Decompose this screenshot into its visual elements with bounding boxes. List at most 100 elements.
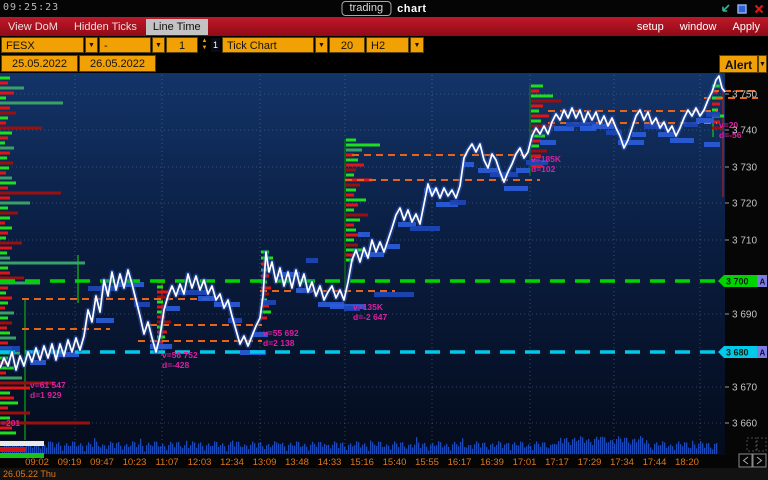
delta-label: v=61 547 — [30, 380, 66, 390]
period-input[interactable]: 1 — [166, 37, 198, 53]
delta-label: d=102 — [531, 164, 556, 174]
scroll-right-icon — [756, 456, 763, 465]
time-axis-label: 14:33 — [318, 457, 342, 468]
time-axis-label: 17:29 — [578, 457, 602, 468]
close-icon[interactable] — [753, 2, 765, 14]
delta-label: d=2 138 — [263, 338, 295, 348]
price-axis-label: 3 750 — [732, 90, 757, 101]
time-axis-label: 12:03 — [188, 457, 212, 468]
price-axis-label: 3 730 — [732, 163, 757, 174]
maximize-icon[interactable] — [736, 2, 748, 14]
session-select[interactable]: H2 — [366, 37, 409, 53]
title-bar: 09:25:23 trading chart — [0, 0, 768, 17]
time-axis-label: 15:40 — [383, 457, 407, 468]
delta-label: v=55 692 — [263, 328, 299, 338]
alert-price-tag: 3 680 — [726, 348, 749, 358]
delta-label: v=56 752 — [162, 350, 198, 360]
date-tab-1[interactable]: 25.05.2022 — [1, 55, 78, 72]
toolbar: FESX ▼ - ▼ 1 ▲ ▼ 1 Tick Chart ▼ 20 H2 ▼ — [0, 36, 768, 54]
period-badge: 1 — [211, 38, 220, 52]
price-axis-label: 3 670 — [732, 383, 757, 394]
price-axis-label: 3 710 — [732, 236, 757, 247]
menu-item-window[interactable]: window — [679, 20, 717, 33]
status-bar: 26.05.22 Thu — [0, 468, 768, 480]
chart-type-dropdown-icon[interactable]: ▼ — [315, 37, 328, 53]
scroll-right-button[interactable] — [752, 453, 767, 468]
session-dropdown-icon[interactable]: ▼ — [410, 37, 424, 53]
price-axis: 3 750 3 740 3 730 3 720 3 710 3 690 3 670 3 660 — [725, 90, 757, 430]
scroll-left-button[interactable] — [738, 453, 753, 468]
spin-down-icon[interactable]: ▼ — [201, 45, 208, 51]
clock: 09:25:23 — [3, 2, 60, 13]
time-axis-label: 12:34 — [220, 457, 244, 468]
date-tabs-row: 25.05.2022 26.05.2022 Alert ▼ — [0, 54, 768, 73]
symbol-dropdown-icon[interactable]: ▼ — [85, 37, 98, 53]
time-axis-label: 09:47 — [90, 457, 114, 468]
gridlines — [0, 75, 724, 453]
date-tab-2[interactable]: 26.05.2022 — [79, 55, 156, 72]
price-axis-label: 3 660 — [732, 419, 757, 430]
corner-bars — [0, 441, 44, 458]
menu-item-setup[interactable]: setup — [636, 20, 664, 33]
delta-label: =201 — [1, 418, 20, 428]
alert-price-tags: 3 700 A 3 680 A — [718, 275, 767, 358]
view-name: chart — [397, 2, 427, 15]
volume-profile-left — [0, 76, 90, 435]
time-axis: 09:02 09:19 09:47 10:23 11:07 12:03 12:34 13:09… — [25, 457, 699, 468]
time-axis-label: 09:02 — [25, 457, 49, 468]
tick-count-input[interactable]: 20 — [329, 37, 365, 53]
time-axis-label: 15:55 — [415, 457, 439, 468]
alert-level-lines — [0, 279, 726, 354]
price-axis-label: 3 740 — [732, 126, 757, 137]
alert-tag-letter: A — [760, 349, 766, 358]
menu-item-line-time[interactable]: Line Time — [145, 18, 208, 35]
menu-item-view-dom[interactable]: View DoM — [8, 20, 58, 33]
time-axis-label: 13:48 — [285, 457, 309, 468]
restore-icon[interactable] — [719, 2, 731, 14]
expiry-dropdown-icon[interactable]: ▼ — [152, 37, 165, 53]
time-axis-label: 09:19 — [58, 457, 82, 468]
alert-price-tag: 3 700 — [726, 277, 749, 287]
time-axis-label: 11:07 — [155, 457, 178, 468]
delta-label: v=20 — [719, 120, 738, 130]
time-axis-label: 17:34 — [610, 457, 634, 468]
time-axis-label: 16:17 — [448, 457, 472, 468]
time-axis-label: 18:20 — [675, 457, 699, 468]
chart-scroll-controls[interactable] — [738, 437, 767, 468]
price-line — [0, 73, 727, 373]
chart-background — [0, 73, 768, 468]
time-axis-label: 17:01 — [513, 457, 537, 468]
delta-label: d=1 929 — [30, 390, 62, 400]
time-axis-label: 13:09 — [253, 457, 277, 468]
volume-histogram — [2, 436, 718, 454]
session-date-label: 26.05.22 Thu — [3, 469, 56, 479]
time-axis-label: 16:39 — [480, 457, 504, 468]
price-axis-label: 3 690 — [732, 310, 757, 321]
chart-type-select[interactable]: Tick Chart — [222, 37, 314, 53]
alert-dropdown-icon[interactable]: ▼ — [758, 55, 767, 73]
delta-label: v=135K — [353, 302, 384, 312]
delta-label: v=185K — [531, 154, 562, 164]
delta-label: d=-428 — [162, 360, 189, 370]
app-name: trading — [341, 1, 392, 16]
symbol-select[interactable]: FESX — [1, 37, 84, 53]
time-axis-label: 17:17 — [545, 457, 569, 468]
expiry-select[interactable]: - — [99, 37, 151, 53]
menu-bar: View DoM Hidden Ticks Line Time setup windo… — [0, 17, 768, 36]
delta-label: d=-2 647 — [353, 312, 388, 322]
time-axis-label: 10:23 — [123, 457, 147, 468]
period-stepper[interactable]: ▲ ▼ — [199, 37, 210, 53]
alert-button[interactable]: Alert — [719, 55, 758, 73]
menu-item-apply[interactable]: Apply — [732, 20, 760, 33]
time-axis-label: 15:16 — [350, 457, 374, 468]
menu-item-hidden-ticks[interactable]: Hidden Ticks — [73, 20, 137, 33]
spin-up-icon[interactable]: ▲ — [201, 38, 208, 44]
chart-area[interactable]: v=61 547 d=1 929 v=56 752 d=-428 v=55 692 d=2… — [0, 73, 768, 468]
delta-label: d=-56 — [719, 130, 742, 140]
time-axis-label: 17:44 — [643, 457, 667, 468]
window-title: trading chart — [341, 1, 426, 16]
alert-tag-letter: A — [760, 278, 766, 287]
